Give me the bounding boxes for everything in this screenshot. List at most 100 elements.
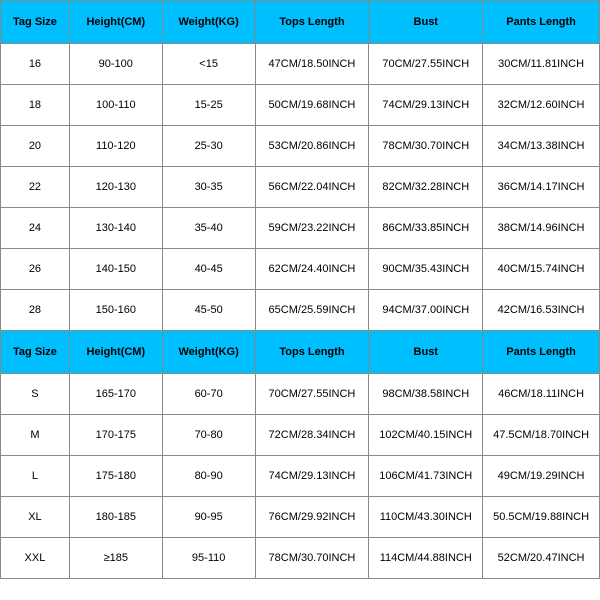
- cell: M: [1, 415, 70, 456]
- cell: L: [1, 456, 70, 497]
- col-bust: Bust: [369, 331, 483, 374]
- cell: 78CM/30.70INCH: [369, 126, 483, 167]
- cell: 110CM/43.30INCH: [369, 497, 483, 538]
- cell: XXL: [1, 538, 70, 579]
- col-height: Height(CM): [69, 1, 162, 44]
- cell: 100-110: [69, 85, 162, 126]
- table-row: 26 140-150 40-45 62CM/24.40INCH 90CM/35.…: [1, 249, 600, 290]
- table-row: 28 150-160 45-50 65CM/25.59INCH 94CM/37.…: [1, 290, 600, 331]
- cell: 59CM/23.22INCH: [255, 208, 369, 249]
- cell: 170-175: [69, 415, 162, 456]
- col-height: Height(CM): [69, 331, 162, 374]
- table-row: 20 110-120 25-30 53CM/20.86INCH 78CM/30.…: [1, 126, 600, 167]
- cell: 106CM/41.73INCH: [369, 456, 483, 497]
- cell: 102CM/40.15INCH: [369, 415, 483, 456]
- cell: 56CM/22.04INCH: [255, 167, 369, 208]
- table-row: S 165-170 60-70 70CM/27.55INCH 98CM/38.5…: [1, 374, 600, 415]
- cell: 60-70: [162, 374, 255, 415]
- header-row-1: Tag Size Height(CM) Weight(KG) Tops Leng…: [1, 1, 600, 44]
- header-row-2: Tag Size Height(CM) Weight(KG) Tops Leng…: [1, 331, 600, 374]
- cell: 16: [1, 44, 70, 85]
- cell: 15-25: [162, 85, 255, 126]
- section-1-body: 16 90-100 <15 47CM/18.50INCH 70CM/27.55I…: [1, 44, 600, 331]
- cell: 76CM/29.92INCH: [255, 497, 369, 538]
- cell: XL: [1, 497, 70, 538]
- table-row: XXL ≥185 95-110 78CM/30.70INCH 114CM/44.…: [1, 538, 600, 579]
- cell: 130-140: [69, 208, 162, 249]
- cell: 94CM/37.00INCH: [369, 290, 483, 331]
- cell: 45-50: [162, 290, 255, 331]
- cell: 36CM/14.17INCH: [483, 167, 600, 208]
- cell: 22: [1, 167, 70, 208]
- cell: 47CM/18.50INCH: [255, 44, 369, 85]
- table-row: 18 100-110 15-25 50CM/19.68INCH 74CM/29.…: [1, 85, 600, 126]
- cell: 20: [1, 126, 70, 167]
- cell: 180-185: [69, 497, 162, 538]
- cell: 25-30: [162, 126, 255, 167]
- table-row: XL 180-185 90-95 76CM/29.92INCH 110CM/43…: [1, 497, 600, 538]
- cell: 42CM/16.53INCH: [483, 290, 600, 331]
- cell: 62CM/24.40INCH: [255, 249, 369, 290]
- cell: 90-95: [162, 497, 255, 538]
- cell: 65CM/25.59INCH: [255, 290, 369, 331]
- cell: 72CM/28.34INCH: [255, 415, 369, 456]
- cell: 28: [1, 290, 70, 331]
- cell: 150-160: [69, 290, 162, 331]
- table-row: L 175-180 80-90 74CM/29.13INCH 106CM/41.…: [1, 456, 600, 497]
- cell: 49CM/19.29INCH: [483, 456, 600, 497]
- cell: 90-100: [69, 44, 162, 85]
- cell: 52CM/20.47INCH: [483, 538, 600, 579]
- cell: 47.5CM/18.70INCH: [483, 415, 600, 456]
- col-tops-length: Tops Length: [255, 331, 369, 374]
- cell: S: [1, 374, 70, 415]
- cell: 86CM/33.85INCH: [369, 208, 483, 249]
- cell: <15: [162, 44, 255, 85]
- cell: 80-90: [162, 456, 255, 497]
- cell: 175-180: [69, 456, 162, 497]
- cell: 30-35: [162, 167, 255, 208]
- cell: 26: [1, 249, 70, 290]
- col-tag-size: Tag Size: [1, 331, 70, 374]
- cell: 95-110: [162, 538, 255, 579]
- cell: 18: [1, 85, 70, 126]
- cell: 35-40: [162, 208, 255, 249]
- cell: 46CM/18.11INCH: [483, 374, 600, 415]
- col-bust: Bust: [369, 1, 483, 44]
- cell: 53CM/20.86INCH: [255, 126, 369, 167]
- cell: 98CM/38.58INCH: [369, 374, 483, 415]
- cell: 24: [1, 208, 70, 249]
- col-tops-length: Tops Length: [255, 1, 369, 44]
- cell: 114CM/44.88INCH: [369, 538, 483, 579]
- cell: 34CM/13.38INCH: [483, 126, 600, 167]
- cell: 78CM/30.70INCH: [255, 538, 369, 579]
- cell: 140-150: [69, 249, 162, 290]
- table-row: 24 130-140 35-40 59CM/23.22INCH 86CM/33.…: [1, 208, 600, 249]
- cell: ≥185: [69, 538, 162, 579]
- cell: 74CM/29.13INCH: [369, 85, 483, 126]
- col-pants-length: Pants Length: [483, 331, 600, 374]
- cell: 50.5CM/19.88INCH: [483, 497, 600, 538]
- col-weight: Weight(KG): [162, 1, 255, 44]
- cell: 165-170: [69, 374, 162, 415]
- col-pants-length: Pants Length: [483, 1, 600, 44]
- cell: 38CM/14.96INCH: [483, 208, 600, 249]
- cell: 74CM/29.13INCH: [255, 456, 369, 497]
- cell: 70CM/27.55INCH: [369, 44, 483, 85]
- table-row: 16 90-100 <15 47CM/18.50INCH 70CM/27.55I…: [1, 44, 600, 85]
- table-row: 22 120-130 30-35 56CM/22.04INCH 82CM/32.…: [1, 167, 600, 208]
- col-tag-size: Tag Size: [1, 1, 70, 44]
- cell: 40-45: [162, 249, 255, 290]
- size-chart-container: Tag Size Height(CM) Weight(KG) Tops Leng…: [0, 0, 600, 600]
- cell: 90CM/35.43INCH: [369, 249, 483, 290]
- cell: 82CM/32.28INCH: [369, 167, 483, 208]
- section-2-body: S 165-170 60-70 70CM/27.55INCH 98CM/38.5…: [1, 374, 600, 579]
- cell: 120-130: [69, 167, 162, 208]
- cell: 30CM/11.81INCH: [483, 44, 600, 85]
- cell: 70-80: [162, 415, 255, 456]
- size-chart-table: Tag Size Height(CM) Weight(KG) Tops Leng…: [0, 0, 600, 579]
- cell: 40CM/15.74INCH: [483, 249, 600, 290]
- cell: 110-120: [69, 126, 162, 167]
- table-row: M 170-175 70-80 72CM/28.34INCH 102CM/40.…: [1, 415, 600, 456]
- cell: 70CM/27.55INCH: [255, 374, 369, 415]
- col-weight: Weight(KG): [162, 331, 255, 374]
